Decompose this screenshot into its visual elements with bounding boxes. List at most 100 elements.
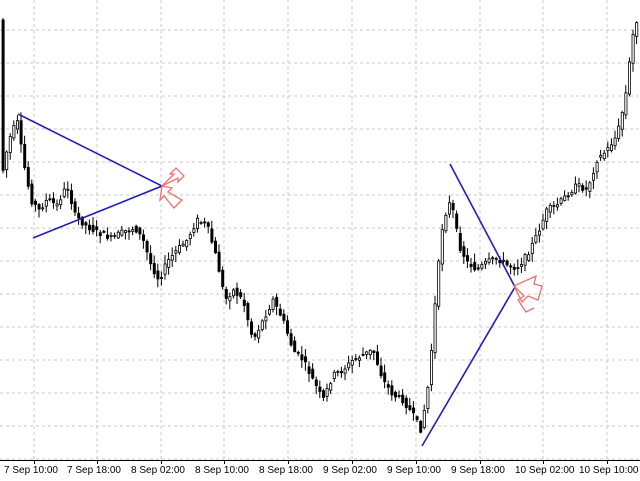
candle-body — [300, 354, 304, 361]
candle-body — [120, 229, 124, 236]
triangle-patterns — [17, 113, 516, 447]
triangle-pattern-left — [17, 113, 164, 239]
candle-body — [447, 202, 451, 215]
candle-body — [203, 221, 207, 224]
candle-body — [66, 188, 70, 191]
candle-body — [242, 299, 246, 306]
candle-body — [37, 204, 41, 210]
candle-body — [325, 388, 329, 397]
candle-body — [195, 217, 199, 229]
candle-body — [354, 358, 358, 360]
candle-body — [231, 289, 235, 297]
candle-body — [235, 287, 239, 296]
candle-body — [538, 230, 542, 236]
candle-body — [415, 416, 419, 420]
candle-body — [260, 320, 264, 330]
candle-body — [332, 371, 336, 379]
candle-body — [181, 243, 185, 247]
candle-body — [59, 199, 63, 206]
x-tick-mark — [224, 460, 225, 464]
candle-body — [480, 264, 484, 269]
candle-body — [574, 183, 578, 194]
candle-body — [170, 255, 174, 261]
candle-body — [599, 155, 603, 158]
candle-body — [523, 254, 527, 266]
candle-body — [1, 19, 5, 171]
candle-body — [347, 362, 351, 369]
candle-body — [624, 92, 628, 116]
candle-body — [267, 308, 271, 315]
candle-body — [501, 259, 505, 262]
candle-body — [548, 205, 552, 213]
candle-body — [98, 232, 102, 236]
candle-body — [30, 183, 34, 205]
candle-body — [372, 350, 376, 354]
candle-body — [379, 365, 383, 377]
candle-body — [408, 405, 412, 410]
candles — [1, 18, 639, 434]
candle-body — [134, 225, 138, 233]
candle-body — [257, 329, 261, 339]
candle-body — [217, 251, 221, 272]
candle-body — [167, 259, 171, 268]
candle-body — [422, 409, 426, 429]
candle-body — [444, 214, 448, 232]
candle-body — [433, 303, 437, 354]
candle-body — [224, 288, 228, 299]
candle-body — [84, 222, 88, 226]
candle-body — [12, 125, 16, 139]
candle-body — [462, 246, 466, 257]
candle-body — [109, 234, 113, 237]
candle-body — [570, 192, 574, 196]
candle-body — [210, 228, 214, 243]
breakout-arrow-icon — [513, 274, 543, 313]
candle-body — [5, 151, 9, 171]
candle-body — [509, 265, 513, 268]
candle-body — [159, 277, 163, 279]
candle-body — [80, 216, 84, 226]
candle-body — [483, 260, 487, 265]
candle-body — [375, 351, 379, 365]
candle-body — [343, 368, 347, 374]
candle-body — [88, 224, 92, 231]
x-tick-mark — [161, 460, 162, 464]
candle-body — [613, 137, 617, 146]
candle-body — [617, 125, 621, 139]
candle-body — [293, 340, 297, 352]
candle-body — [296, 351, 300, 354]
candle-body — [199, 222, 203, 224]
candle-body — [303, 356, 307, 363]
candle-body — [401, 394, 405, 404]
candle-body — [516, 267, 520, 270]
candle-body — [149, 253, 153, 265]
x-tick-mark — [288, 460, 289, 464]
price-chart[interactable] — [0, 0, 640, 460]
candle-body — [239, 292, 243, 298]
candle-body — [26, 167, 30, 187]
candle-body — [321, 390, 325, 398]
candle-body — [34, 200, 38, 205]
candle-body — [188, 234, 192, 239]
candle-body — [77, 212, 81, 219]
candle-body — [44, 200, 48, 207]
candle-body — [311, 368, 315, 379]
candle-body — [253, 333, 257, 337]
candle-body — [339, 371, 343, 374]
x-tick-label: 8 Sep 18:00 — [259, 465, 313, 476]
candle-body — [440, 229, 444, 265]
candle-body — [91, 224, 95, 232]
candle-body — [314, 379, 318, 387]
candle-body — [473, 262, 477, 271]
candle-body — [505, 260, 509, 266]
candle-body — [185, 240, 189, 248]
candle-body — [368, 349, 372, 355]
candle-body — [383, 372, 387, 383]
candle-body — [192, 228, 196, 233]
candle-body — [289, 333, 293, 346]
candle-body — [602, 152, 606, 159]
chart-canvas[interactable] — [0, 0, 640, 460]
candle-body — [451, 202, 455, 211]
candle-body — [541, 219, 545, 230]
x-tick-label: 9 Sep 10:00 — [387, 465, 441, 476]
candle-body — [106, 234, 110, 239]
